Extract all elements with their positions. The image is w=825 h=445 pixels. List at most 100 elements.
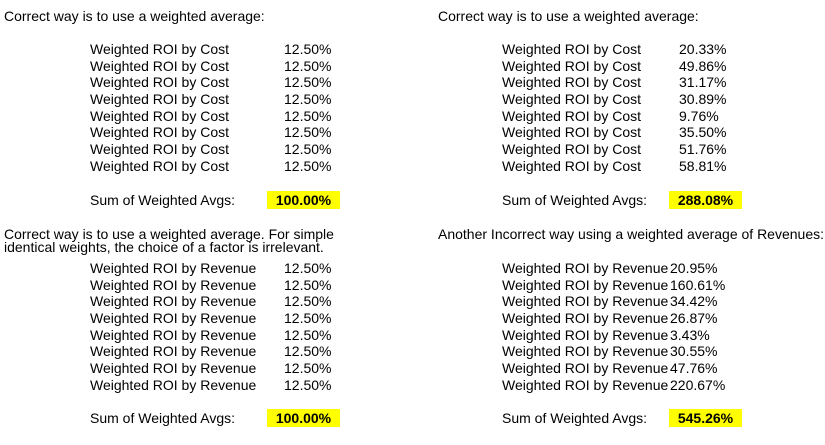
roi-row-label: Weighted ROI by Revenue [90,260,257,276]
roi-row-label: Weighted ROI by Cost [502,124,642,141]
roi-row: Weighted ROI by Cost 12.50% [90,158,350,175]
roi-row-value: 12.50% [284,57,332,74]
roi-row-label: Weighted ROI by Cost [90,107,230,124]
sum-label: Sum of Weighted Avgs: [90,410,236,426]
roi-row-value: 12.50% [284,74,332,91]
roi-row-value: 49.86% [679,57,727,74]
roi-row-value: 220.67% [670,376,726,393]
sum-row: Sum of Weighted Avgs: 100.00% [90,191,350,209]
roi-row: Weighted ROI by Cost 12.50% [90,108,350,125]
roi-row: Weighted ROI by Cost 12.50% [90,41,350,58]
roi-row-value: 12.50% [284,107,332,124]
sum-value-highlighted: 100.00% [267,191,340,209]
roi-row-value: 12.50% [284,276,332,293]
roi-row-label: Weighted ROI by Cost [502,157,642,174]
roi-row-label: Weighted ROI by Cost [502,141,642,158]
roi-row: Weighted ROI by Revenue 12.50% [90,327,350,344]
roi-row: Weighted ROI by Cost 20.33% [502,41,762,58]
roi-row-label: Weighted ROI by Revenue [502,293,669,310]
roi-row-value: 12.50% [284,260,332,276]
sum-row: Sum of Weighted Avgs: 545.26% [502,409,762,427]
roi-row: Weighted ROI by Revenue 26.87% [502,310,762,327]
roi-row: Weighted ROI by Cost 58.81% [502,158,762,175]
roi-row: Weighted ROI by Revenue 12.50% [90,310,350,327]
roi-row-label: Weighted ROI by Revenue [90,293,257,310]
roi-row-value: 12.50% [284,360,332,377]
sum-value-highlighted: 545.26% [669,409,742,427]
roi-row-value: 30.55% [670,343,718,360]
roi-rows: Weighted ROI by Revenue 20.95% Weighted RO… [502,260,762,394]
sum-value-highlighted: 288.08% [669,191,742,209]
panel-title-line: identical weights, the choice of a facto… [4,239,324,255]
roi-row-label: Weighted ROI by Cost [90,74,230,91]
roi-row-label: Weighted ROI by Cost [90,91,230,108]
roi-row-label: Weighted ROI by Revenue [502,276,669,293]
roi-row: Weighted ROI by Revenue 12.50% [90,277,350,294]
roi-row: Weighted ROI by Revenue 12.50% [90,377,350,394]
roi-row-label: Weighted ROI by Cost [90,157,230,174]
roi-row-label: Weighted ROI by Revenue [502,343,669,360]
roi-row: Weighted ROI by Revenue 12.50% [90,260,350,277]
roi-row-value: 12.50% [284,157,332,174]
roi-row-label: Weighted ROI by Revenue [90,376,257,393]
roi-row-label: Weighted ROI by Cost [502,107,642,124]
roi-row-value: 12.50% [284,41,332,57]
roi-row: Weighted ROI by Revenue 12.50% [90,360,350,377]
panel-title-line: Correct way is to use a weighted average… [4,8,265,24]
roi-row: Weighted ROI by Cost 51.76% [502,141,762,158]
roi-row-value: 12.50% [284,376,332,393]
roi-row-label: Weighted ROI by Cost [90,57,230,74]
roi-row: Weighted ROI by Revenue 20.95% [502,260,762,277]
roi-row-label: Weighted ROI by Revenue [90,326,257,343]
roi-row: Weighted ROI by Revenue 12.50% [90,293,350,310]
roi-row-label: Weighted ROI by Revenue [502,360,669,377]
roi-row-value: 20.33% [679,41,727,57]
roi-row: Weighted ROI by Revenue 12.50% [90,343,350,360]
roi-rows: Weighted ROI by Cost 12.50% Weighted ROI b… [90,41,350,175]
roi-row-value: 30.89% [679,91,727,108]
roi-row-label: Weighted ROI by Cost [502,74,642,91]
roi-row-label: Weighted ROI by Revenue [90,276,257,293]
roi-row-value: 47.76% [670,360,718,377]
roi-rows: Weighted ROI by Cost 20.33% Weighted ROI b… [502,41,762,175]
roi-row: Weighted ROI by Cost 12.50% [90,124,350,141]
roi-row-label: Weighted ROI by Cost [502,91,642,108]
roi-row-value: 34.42% [670,293,718,310]
roi-row: Weighted ROI by Revenue 34.42% [502,293,762,310]
roi-row: Weighted ROI by Cost 12.50% [90,141,350,158]
roi-row-label: Weighted ROI by Cost [502,41,642,57]
sum-row: Sum of Weighted Avgs: 288.08% [502,191,762,209]
roi-row: Weighted ROI by Cost 35.50% [502,124,762,141]
roi-row-label: Weighted ROI by Revenue [502,376,669,393]
roi-row-value: 12.50% [284,343,332,360]
roi-row: Weighted ROI by Cost 31.17% [502,74,762,91]
roi-row: Weighted ROI by Cost 12.50% [90,58,350,75]
sum-label: Sum of Weighted Avgs: [502,192,648,208]
roi-row: Weighted ROI by Cost 30.89% [502,91,762,108]
roi-row-value: 35.50% [679,124,727,141]
sum-label: Sum of Weighted Avgs: [502,410,648,426]
roi-row-value: 20.95% [670,260,718,276]
roi-row-label: Weighted ROI by Revenue [502,310,669,327]
roi-row-label: Weighted ROI by Cost [502,57,642,74]
roi-rows: Weighted ROI by Revenue 12.50% Weighted RO… [90,260,350,394]
roi-row-label: Weighted ROI by Revenue [90,343,257,360]
roi-row-value: 31.17% [679,74,727,91]
roi-row-label: Weighted ROI by Revenue [502,260,669,276]
roi-row: Weighted ROI by Revenue 47.76% [502,360,762,377]
roi-row-value: 12.50% [284,124,332,141]
roi-row: Weighted ROI by Cost 12.50% [90,74,350,91]
sum-label: Sum of Weighted Avgs: [90,192,236,208]
panel-title-line: Correct way is to use a weighted average… [4,226,334,242]
roi-row: Weighted ROI by Revenue 3.43% [502,327,762,344]
roi-row: Weighted ROI by Cost 12.50% [90,91,350,108]
sum-row: Sum of Weighted Avgs: 100.00% [90,409,350,427]
roi-row-value: 58.81% [679,157,727,174]
roi-row-value: 12.50% [284,91,332,108]
roi-row: Weighted ROI by Revenue 220.67% [502,377,762,394]
roi-row-value: 26.87% [670,310,718,327]
roi-row-value: 9.76% [679,107,719,124]
panel-title-line: Another Incorrect way using a weighted a… [438,226,825,242]
roi-row-value: 12.50% [284,141,332,158]
roi-row-value: 51.76% [679,141,727,158]
